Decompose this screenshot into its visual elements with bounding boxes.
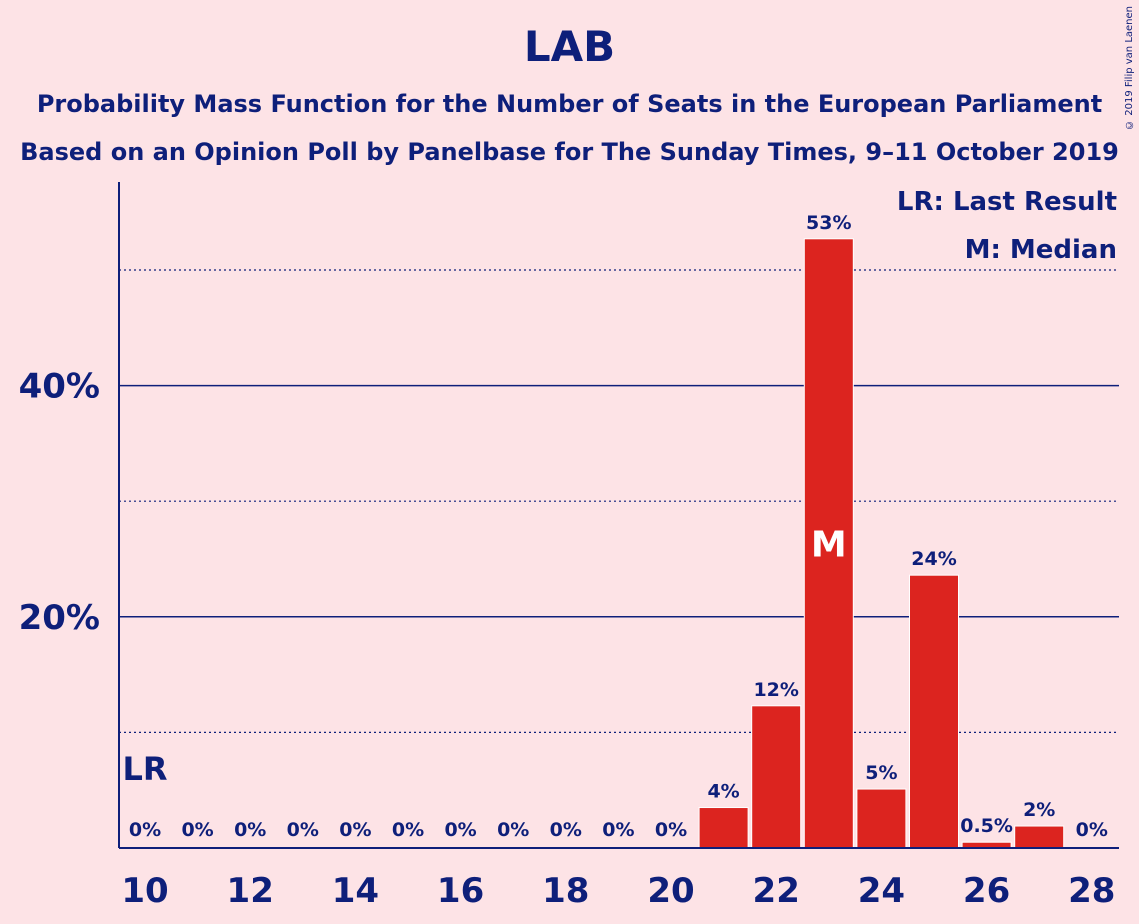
chart-subtitle-1: Probability Mass Function for the Number… [36,90,1103,118]
chart-title: LAB [523,22,616,71]
bar-seat-21 [698,807,749,849]
data-label-seat-25: 24% [911,548,956,570]
data-label-seat-20: 0% [655,819,687,841]
x-tick-label: 10 [121,871,168,911]
bar-seat-25 [909,574,959,849]
bar-seat-27 [1014,825,1065,849]
y-tick-label: 20% [19,598,100,638]
data-label-seat-16: 0% [444,819,476,841]
legend-entry: M: Median [965,235,1117,265]
last-result-marker: LR [122,750,167,788]
data-label-seat-19: 0% [602,819,634,841]
data-label-seat-21: 4% [707,781,739,803]
x-tick-label: 22 [753,871,800,911]
data-label-seat-11: 0% [181,819,213,841]
chart-subtitle-2: Based on an Opinion Poll by Panelbase fo… [20,138,1119,166]
data-labels: 0% 0% 0% 0% 0% 0% 0% 0% 0% 0% 0% 4% 12% 53% 5% 24% 0.5% 2… [122,212,1107,841]
gridlines [119,269,1119,734]
data-label-seat-23: 53% [806,212,851,234]
data-label-seat-12: 0% [234,819,266,841]
data-label-seat-15: 0% [392,819,424,841]
data-label-seat-13: 0% [287,819,319,841]
y-tick-label: 40% [19,367,100,407]
median-marker: M [811,524,847,565]
data-label-seat-17: 0% [497,819,529,841]
bar-seat-22 [751,705,802,849]
data-label-seat-10: 0% [129,819,161,841]
bar-seat-23 [803,238,854,849]
x-tick-label: 14 [332,871,379,911]
legend-entry: LR: Last Result [897,187,1117,217]
legend: LR: Last Result M: Median [897,187,1117,265]
data-label-seat-26: 0.5% [960,815,1013,837]
x-tick-label: 18 [542,871,589,911]
axes: 20% 40% 10 12 14 16 18 20 22 24 26 28 [19,182,1119,911]
x-tick-label: 26 [963,871,1010,911]
x-tick-label: 28 [1068,871,1115,911]
bars [698,238,1065,849]
x-tick-label: 24 [858,871,905,911]
data-label-seat-22: 12% [753,679,798,701]
data-label-seat-28: 0% [1076,819,1108,841]
x-tick-label: 16 [437,871,484,911]
x-tick-label: 20 [647,871,694,911]
x-tick-label: 12 [227,871,274,911]
data-label-seat-14: 0% [339,819,371,841]
data-label-seat-27: 2% [1023,799,1055,821]
data-label-seat-18: 0% [550,819,582,841]
bar-seat-24 [856,788,907,849]
data-label-seat-24: 5% [865,762,897,784]
